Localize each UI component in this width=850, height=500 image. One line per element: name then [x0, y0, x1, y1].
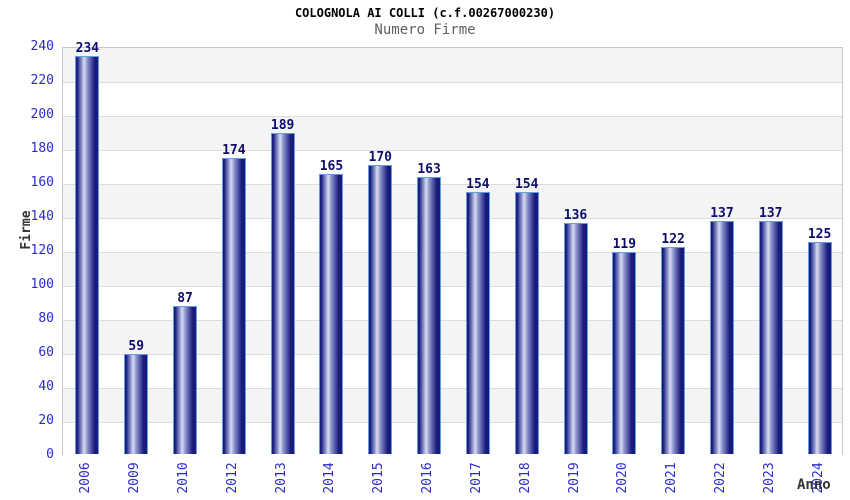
bar-value-label: 137 [710, 206, 734, 222]
y-tick-label: 220 [30, 73, 54, 88]
bar [758, 221, 783, 454]
x-tick-label: 2021 [664, 462, 680, 494]
x-tick-label: 2012 [224, 462, 240, 494]
gridline [63, 82, 842, 83]
gridline [63, 354, 842, 355]
bar [563, 222, 588, 454]
x-tick-label: 2015 [371, 462, 387, 494]
x-tick-label: 2017 [468, 462, 484, 494]
x-tick-label: 2020 [615, 462, 631, 494]
y-tick-label: 80 [38, 311, 54, 326]
x-tick-label: 2014 [322, 462, 338, 494]
x-tick-label: 2009 [127, 462, 143, 494]
bar [807, 241, 832, 454]
gridline [63, 320, 842, 321]
grid-band [63, 116, 842, 150]
y-tick-label: 60 [38, 345, 54, 360]
bar [661, 246, 686, 454]
grid-band [63, 48, 842, 82]
gridline [63, 422, 842, 423]
gridline [63, 252, 842, 253]
bar-value-label: 154 [466, 177, 490, 193]
bar-value-label: 122 [661, 231, 685, 247]
x-tick-label: 2022 [712, 462, 728, 494]
chart-title: COLOGNOLA AI COLLI (c.f.00267000230) [294, 6, 556, 20]
bar [709, 221, 734, 454]
gridline [63, 218, 842, 219]
bar [221, 158, 246, 454]
bar-value-label: 170 [368, 150, 393, 165]
y-tick-label: 240 [30, 39, 54, 54]
x-tick-label: 2010 [176, 462, 192, 494]
bar [417, 176, 442, 454]
bar-value-label: 174 [222, 143, 246, 159]
gridline [63, 150, 842, 151]
x-tick-label: 2018 [517, 462, 533, 494]
bar [270, 132, 295, 454]
chart-subtitle: Numero Firme [374, 22, 476, 38]
y-tick-label: 0 [46, 447, 54, 462]
x-tick-label: 2019 [566, 462, 582, 494]
grid-band [63, 184, 842, 218]
bar [319, 173, 344, 454]
bar-value-label: 154 [514, 177, 539, 193]
bar-value-label: 163 [417, 161, 441, 177]
bar [124, 353, 149, 454]
bar [612, 251, 637, 454]
bar [368, 165, 393, 454]
bar [514, 192, 539, 454]
x-tick-label: 2006 [78, 462, 94, 494]
bar-value-label: 137 [759, 206, 783, 222]
bar [75, 56, 100, 454]
bar [173, 306, 198, 454]
bar-value-label: 87 [177, 291, 193, 307]
gridline [63, 184, 842, 185]
grid-band [63, 150, 842, 184]
bar-value-label: 234 [75, 41, 100, 57]
y-tick-label: 20 [38, 413, 54, 428]
grid-band [63, 82, 842, 116]
y-tick-label: 160 [30, 175, 54, 190]
y-tick-label: 140 [30, 209, 54, 224]
gridline [63, 116, 842, 117]
x-tick-label: 2013 [273, 462, 289, 494]
bar-value-label: 136 [563, 207, 588, 223]
bar-value-label: 165 [319, 158, 344, 174]
bar-value-label: 189 [270, 117, 295, 133]
y-tick-label: 100 [30, 277, 54, 292]
y-tick-label: 120 [30, 243, 54, 258]
x-axis-title: Anno [797, 477, 831, 493]
y-tick-label: 40 [38, 379, 54, 394]
y-tick-label: 200 [30, 107, 54, 122]
gridline [63, 388, 842, 389]
x-tick-label: 2023 [761, 462, 777, 494]
bar-value-label: 59 [128, 338, 145, 354]
y-tick-label: 180 [30, 141, 54, 156]
gridline [63, 286, 842, 287]
plot-area: 234 59 87 174 189 165 170 163 154 154 136 119 122 137… [62, 41, 843, 456]
bar [465, 192, 490, 454]
bar-value-label: 119 [612, 236, 637, 252]
x-tick-label: 2016 [420, 462, 436, 494]
bar-value-label: 125 [807, 226, 832, 242]
